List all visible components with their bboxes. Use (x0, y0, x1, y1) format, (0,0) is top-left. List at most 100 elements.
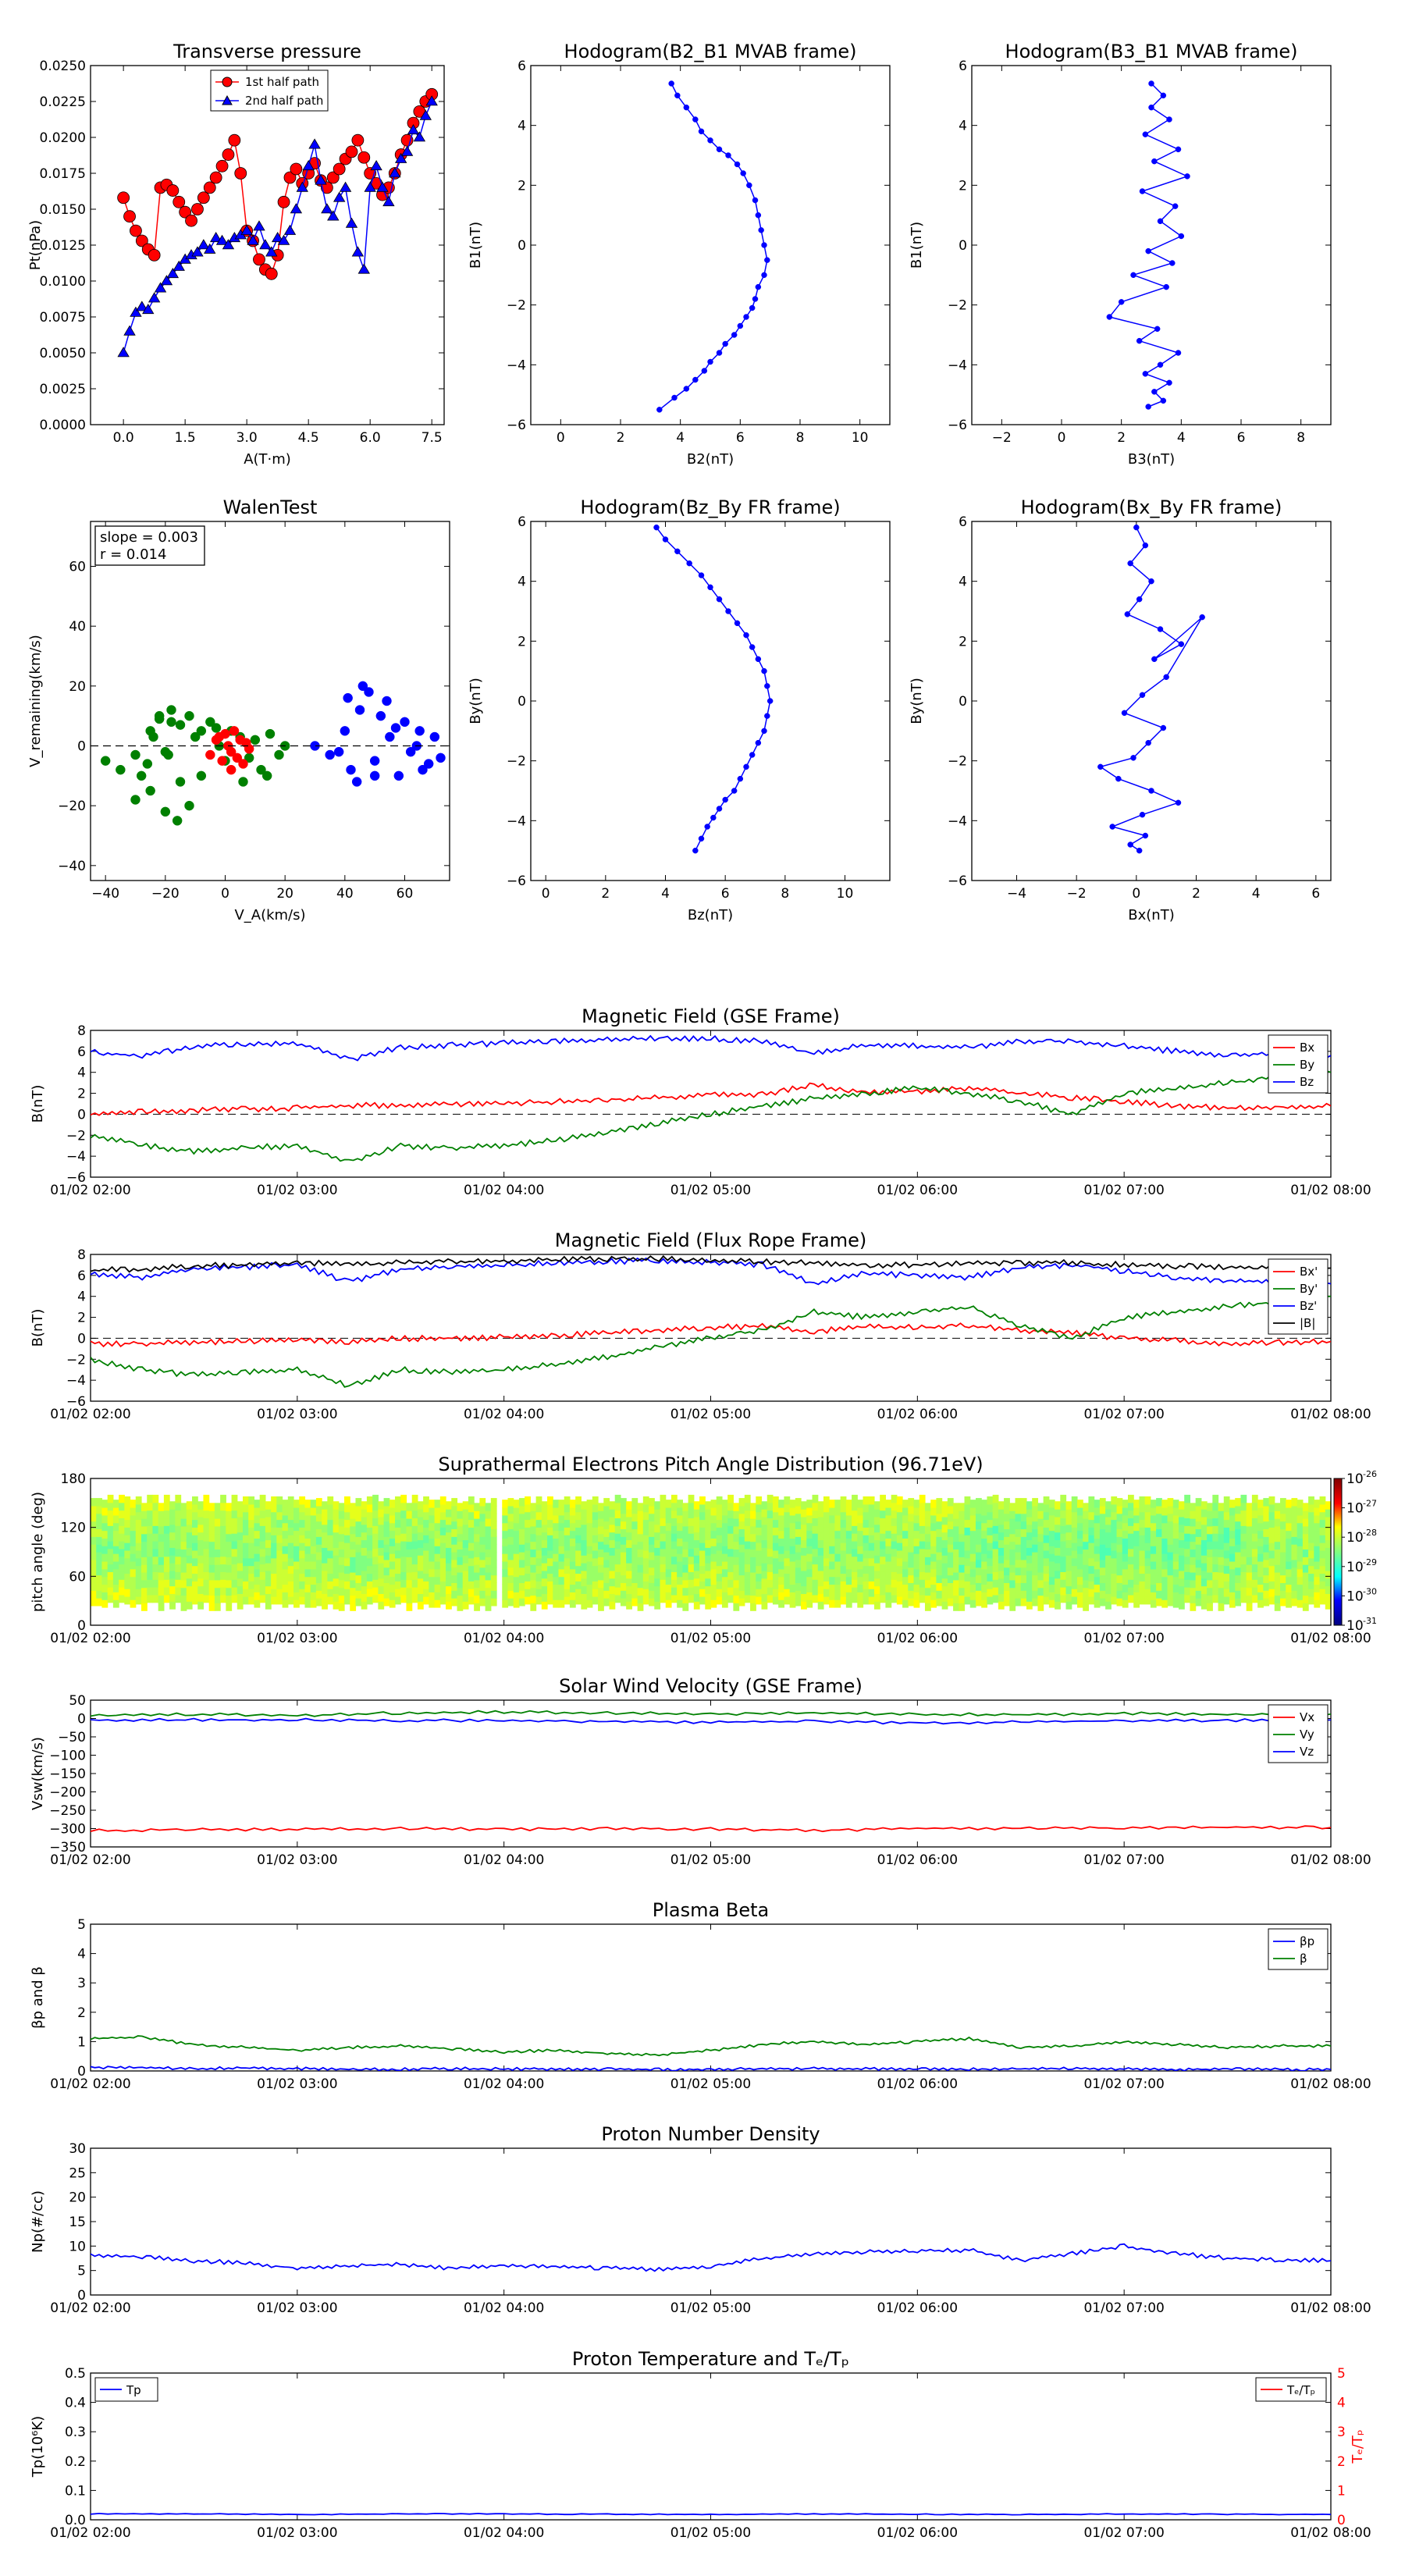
heatmap-cell (254, 1592, 261, 1600)
heatmap-cell (310, 1522, 317, 1532)
heatmap-cell (665, 1599, 672, 1608)
x-tick-label: 01/02 08:00 (1290, 1631, 1371, 1646)
x-tick-label: 6 (1237, 430, 1246, 446)
heatmap-cell (598, 1571, 604, 1581)
heatmap-cell (873, 1563, 880, 1571)
heatmap-cell (1065, 1563, 1072, 1571)
heatmap-cell (817, 1601, 824, 1610)
heatmap-cell (429, 1546, 436, 1554)
heatmap-cell (1139, 1519, 1146, 1528)
data-point (686, 560, 692, 567)
heatmap-cell (406, 1564, 413, 1573)
x-tick-label: 8 (781, 886, 789, 902)
heatmap-cell (1263, 1559, 1270, 1568)
heatmap-cell (208, 1510, 215, 1519)
heatmap-cell (457, 1533, 464, 1542)
heatmap-cell (936, 1559, 943, 1568)
heatmap-cell (333, 1601, 340, 1610)
heatmap-cell (1235, 1598, 1242, 1606)
heatmap-cell (1156, 1513, 1162, 1522)
heatmap-cell (654, 1593, 661, 1602)
colorbar-tick-label: 10 (1346, 1501, 1364, 1517)
heatmap-cell (631, 1567, 638, 1576)
data-point (308, 138, 321, 149)
heatmap-cell (203, 1587, 210, 1596)
heatmap-cell (525, 1550, 531, 1559)
heatmap-cell (941, 1601, 948, 1610)
heatmap-cell (457, 1518, 464, 1527)
heatmap-cell (721, 1553, 728, 1562)
heatmap-cell (959, 1518, 966, 1527)
x-tick-label: 01/02 03:00 (257, 1183, 337, 1198)
heatmap-cell (547, 1573, 553, 1582)
heatmap-cell (1200, 1539, 1208, 1548)
heatmap-cell (203, 1564, 210, 1572)
heatmap-cell (1325, 1585, 1331, 1595)
heatmap-cell (192, 1565, 198, 1574)
data-point (222, 148, 235, 161)
heatmap-cell (101, 1514, 108, 1524)
heatmap-cell (1184, 1579, 1191, 1588)
heatmap-cell (1150, 1568, 1157, 1578)
heatmap-cell (220, 1533, 226, 1542)
heatmap-cell (1009, 1603, 1016, 1611)
heatmap-cell (451, 1544, 458, 1553)
heatmap-cell (119, 1548, 125, 1557)
heatmap-cell (677, 1560, 683, 1570)
heatmap-cell (237, 1593, 244, 1602)
heatmap-cell (992, 1502, 999, 1511)
heatmap-cell (801, 1532, 807, 1541)
chart-title: Proton Number Density (601, 2123, 820, 2145)
heatmap-cell (1280, 1552, 1286, 1560)
heatmap-cell (1291, 1590, 1298, 1599)
heatmap-cell (141, 1557, 148, 1565)
heatmap-cell (1071, 1557, 1078, 1567)
heatmap-cell (710, 1514, 717, 1524)
data-point (340, 726, 350, 736)
heatmap-cell (1325, 1547, 1331, 1556)
heatmap-cell (924, 1595, 931, 1603)
heatmap-cell (1200, 1524, 1208, 1533)
heatmap-cell (1200, 1570, 1208, 1579)
heatmap-cell (761, 1516, 768, 1525)
heatmap-cell (575, 1565, 582, 1574)
heatmap-cell (553, 1568, 560, 1578)
heatmap-cell (908, 1528, 915, 1537)
heatmap-cell (885, 1584, 892, 1592)
hodogram-bz-by-panel: Hodogram(Bz_By FR frame)0 2 4 6 8 10−6−4−2024… (468, 496, 891, 923)
heatmap-cell (896, 1573, 903, 1582)
heatmap-cell (620, 1528, 627, 1537)
data-point (123, 210, 136, 223)
heatmap-cell (665, 1584, 672, 1592)
heatmap-cell (327, 1535, 334, 1543)
heatmap-cell (902, 1530, 909, 1539)
heatmap-cell (208, 1503, 215, 1511)
heatmap-cell (231, 1540, 238, 1550)
heatmap-cell (564, 1550, 571, 1559)
heatmap-cell (1105, 1516, 1112, 1525)
heatmap-cell (1144, 1503, 1151, 1513)
heatmap-cell (389, 1500, 396, 1508)
heatmap-cell (163, 1525, 170, 1534)
heatmap-cell (169, 1532, 176, 1541)
heatmap-cell (1060, 1548, 1067, 1557)
data-point (400, 145, 414, 156)
heatmap-cell (141, 1587, 148, 1596)
data-point (1097, 763, 1104, 770)
data-point (683, 104, 690, 111)
heatmap-cell (130, 1538, 137, 1546)
heatmap-cell (941, 1516, 948, 1525)
heatmap-cell (282, 1568, 289, 1578)
heatmap-cell (569, 1530, 576, 1539)
heatmap-cell (276, 1527, 283, 1535)
heatmap-cell (96, 1590, 103, 1599)
heatmap-cell (1037, 1518, 1044, 1527)
heatmap-cell (378, 1570, 385, 1579)
heatmap-cell (1178, 1509, 1185, 1517)
heatmap-cell (299, 1573, 306, 1582)
data-point (1142, 371, 1149, 377)
heatmap-cell (389, 1553, 396, 1562)
heatmap-cell (1251, 1540, 1258, 1550)
heatmap-cell (389, 1546, 396, 1554)
data-point (767, 698, 774, 704)
